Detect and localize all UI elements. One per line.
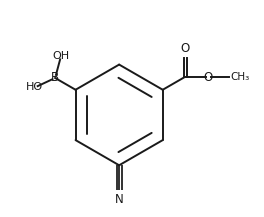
Text: O: O	[204, 71, 213, 84]
Text: HO: HO	[26, 82, 43, 92]
Text: O: O	[181, 42, 190, 55]
Text: OH: OH	[52, 51, 69, 61]
Text: CH₃: CH₃	[230, 72, 249, 82]
Text: B: B	[51, 71, 59, 84]
Text: N: N	[115, 193, 124, 206]
